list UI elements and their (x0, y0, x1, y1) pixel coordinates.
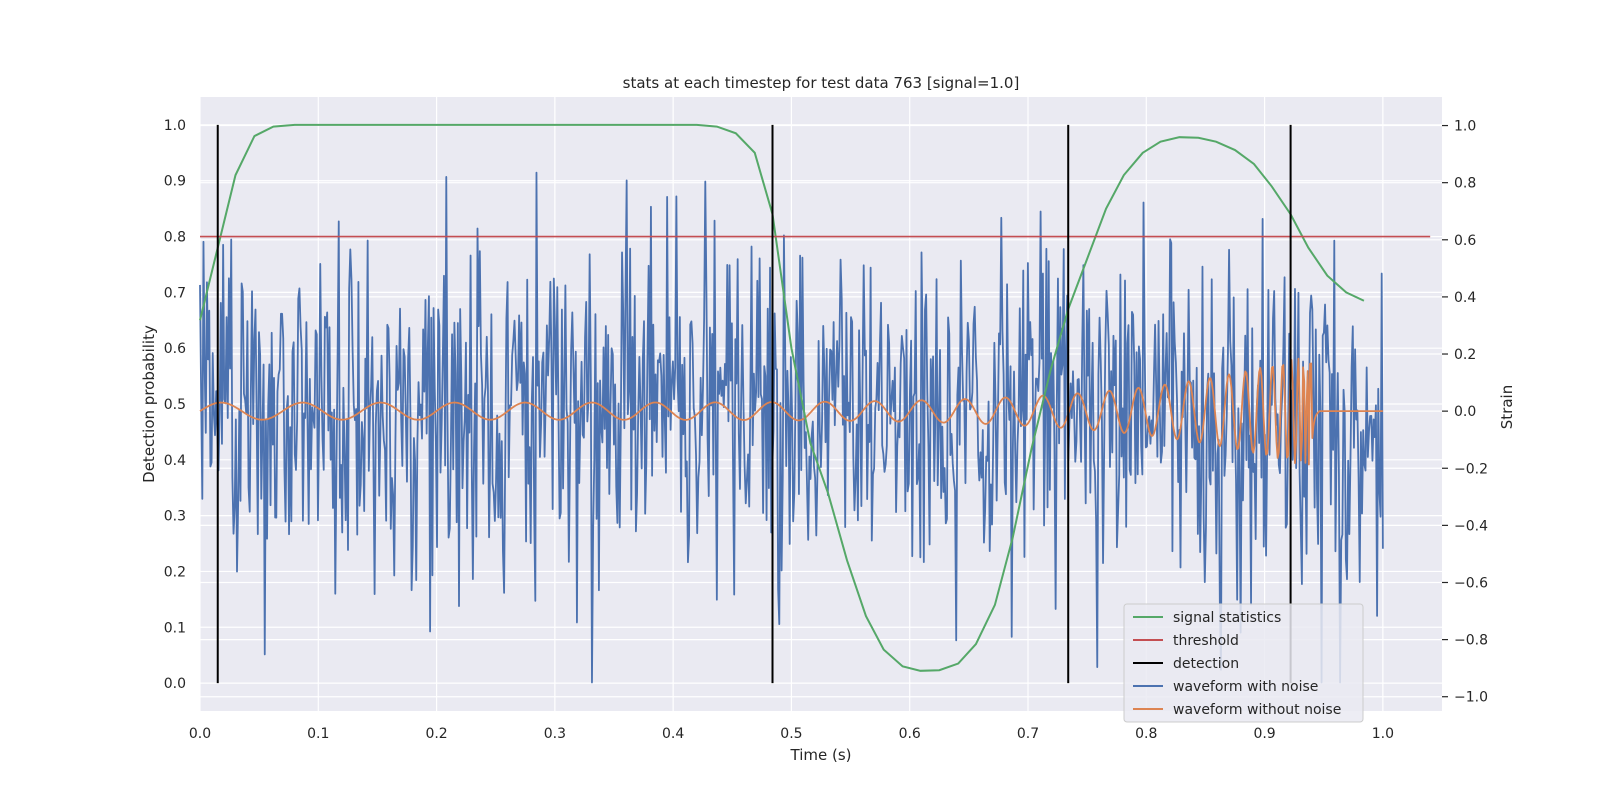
legend-item-signal-statistics: signal statistics (1133, 610, 1281, 626)
x-tick-label: 0.0 (189, 726, 211, 742)
chart-title: stats at each timestep for test data 763… (623, 74, 1020, 92)
x-tick-label: 0.7 (1017, 726, 1039, 742)
y2-axis-label: Strain (1498, 385, 1516, 429)
x-tick-label: 0.2 (425, 726, 447, 742)
x-tick-label: 0.8 (1135, 726, 1157, 742)
y2-axis-ticks: −1.0 −0.8 −0.6 −0.4 −0.2 0.0 0.2 0.4 0.6 0.8 1.0 (1442, 119, 1488, 706)
x-tick-label: 1.0 (1372, 726, 1394, 742)
legend-label-threshold: threshold (1173, 633, 1239, 649)
y-tick-label: 0.0 (164, 676, 186, 692)
y-tick-label: 0.5 (164, 397, 186, 413)
y2-tick-label: 0.0 (1454, 404, 1476, 420)
y2-tick-label: 0.8 (1454, 176, 1476, 192)
y2-tick-label: −0.4 (1454, 518, 1488, 534)
legend-label-waveform-without-noise: waveform without noise (1173, 702, 1341, 718)
legend-label-waveform-with-noise: waveform with noise (1173, 679, 1318, 695)
y2-tick-label: 0.4 (1454, 290, 1476, 306)
legend-box (1123, 603, 1364, 723)
waveform-with-noise-line (199, 171, 1384, 684)
legend-item-threshold: threshold (1133, 633, 1239, 649)
x-tick-label: 0.4 (662, 726, 684, 742)
y-tick-label: 0.4 (164, 453, 186, 469)
y2-tick-label: 1.0 (1454, 119, 1476, 135)
x-tick-label: 0.6 (899, 726, 921, 742)
y-axis-label: Detection probability (140, 325, 158, 483)
y-tick-label: 0.6 (164, 341, 186, 357)
legend-label-detection: detection (1173, 656, 1239, 672)
legend-item-detection: detection (1133, 656, 1239, 672)
y-tick-label: 0.2 (164, 564, 186, 580)
y-tick-label: 0.8 (164, 230, 186, 246)
legend-label-signal-statistics: signal statistics (1173, 610, 1281, 626)
y2-tick-label: 0.2 (1454, 347, 1476, 363)
signal-statistics-series (199, 123, 1365, 672)
x-tick-label: 0.1 (307, 726, 329, 742)
legend-item-waveform-with-noise: waveform with noise (1133, 679, 1318, 695)
x-tick-label: 0.3 (544, 726, 566, 742)
x-tick-label: 0.5 (780, 726, 802, 742)
waveform-with-noise-series (199, 171, 1384, 684)
waveform-without-noise-series (199, 357, 1383, 466)
y-tick-label: 0.1 (164, 620, 186, 636)
y-tick-label: 0.7 (164, 285, 186, 301)
y2-tick-label: −0.2 (1454, 461, 1488, 477)
x-axis-ticks: 0.0 0.1 0.2 0.3 0.4 0.5 0.6 0.7 0.8 0.9 1.0 (189, 726, 1394, 742)
y2-tick-label: −1.0 (1454, 690, 1488, 706)
y-tick-label: 0.3 (164, 509, 186, 525)
signal-statistics-line (199, 123, 1365, 672)
detection-series (216, 124, 1292, 684)
legend: signal statistics threshold detection wa… (1123, 603, 1364, 723)
waveform-without-noise-line (199, 357, 1383, 466)
y-tick-label: 1.0 (164, 118, 186, 134)
x-axis-label: Time (s) (790, 746, 852, 764)
y2-tick-label: 0.6 (1454, 233, 1476, 249)
y-axis-ticks: 0.0 0.1 0.2 0.3 0.4 0.5 0.6 0.7 0.8 0.9 1.0 (164, 118, 186, 692)
legend-item-waveform-without-noise: waveform without noise (1133, 702, 1341, 718)
x-tick-label: 0.9 (1253, 726, 1275, 742)
y-tick-label: 0.9 (164, 174, 186, 190)
y2-tick-label: −0.8 (1454, 633, 1488, 649)
y2-tick-label: −0.6 (1454, 575, 1488, 591)
